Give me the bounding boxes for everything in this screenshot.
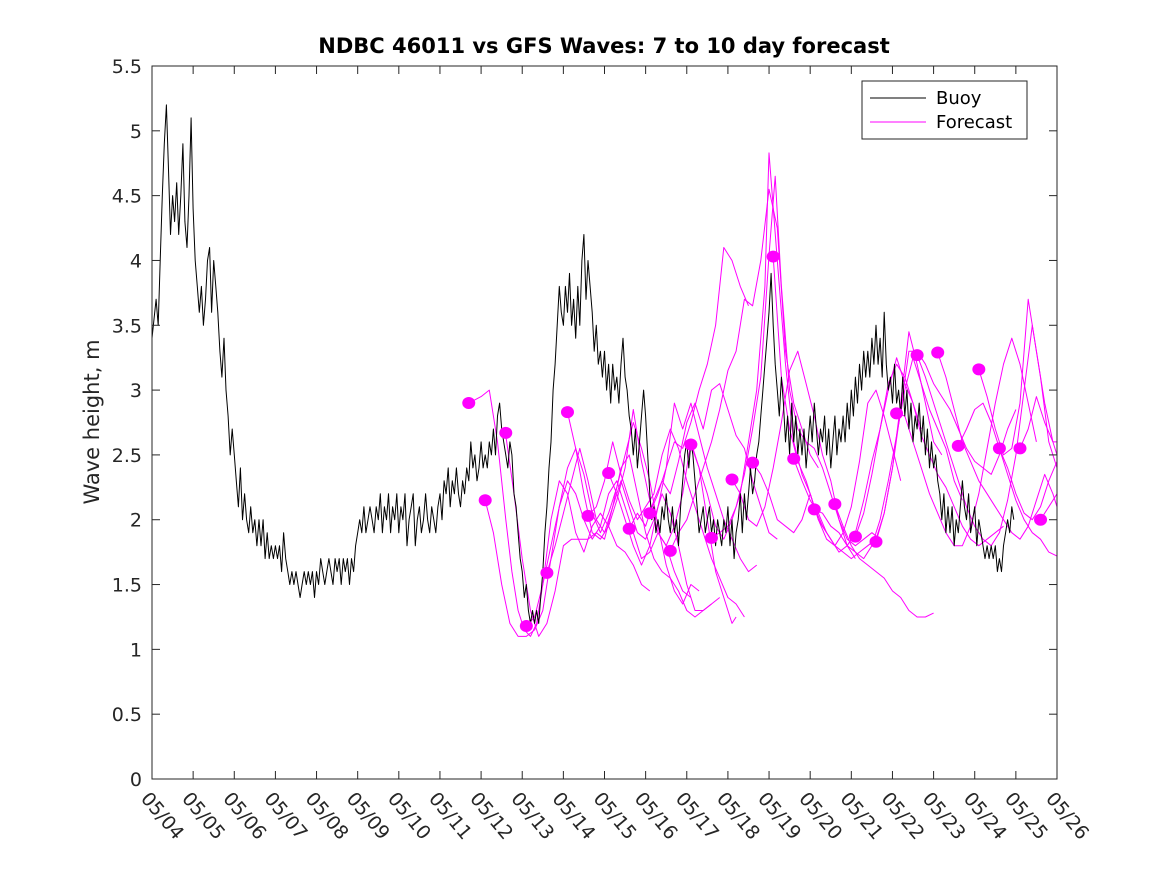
legend-label-buoy: Buoy: [936, 88, 982, 109]
forecast-marker: [951, 439, 965, 452]
y-axis-title: Wave height, m: [80, 339, 104, 504]
forecast-series-line: [937, 352, 1057, 540]
chart-title: NDBC 46011 vs GFS Waves: 7 to 10 day for…: [318, 34, 889, 58]
forecast-marker: [519, 620, 533, 633]
forecast-marker: [622, 522, 636, 535]
y-tick-label: 4: [130, 250, 142, 272]
legend-label-forecast: Forecast: [936, 112, 1012, 133]
forecast-series-line: [957, 402, 1057, 557]
forecast-marker: [602, 467, 616, 480]
forecast-series-line: [752, 389, 902, 547]
forecast-series-line: [998, 448, 1057, 521]
forecast-series-line: [587, 428, 745, 618]
forecast-marker: [787, 452, 801, 465]
forecast-series-line: [690, 152, 828, 540]
forecast-series-line: [834, 504, 934, 618]
forecast-marker: [869, 535, 883, 548]
forecast-marker: [766, 250, 780, 263]
forecast-marker: [499, 426, 513, 439]
forecast-marker: [643, 507, 657, 520]
forecast-marker: [992, 442, 1006, 455]
plot-area: [152, 66, 1057, 779]
y-tick-label: 4.5: [112, 186, 142, 208]
forecast-marker: [972, 363, 986, 376]
legend-box: [861, 80, 1028, 140]
y-tick-label: 0: [130, 769, 142, 791]
forecast-series-line: [525, 422, 700, 627]
forecast-series-line: [875, 350, 1017, 542]
forecast-marker: [663, 544, 677, 557]
forecast-series-line: [896, 337, 1037, 547]
forecast-marker: [1013, 442, 1027, 455]
forecast-marker: [560, 406, 574, 419]
y-tick-label: 3: [130, 380, 142, 402]
forecast-series-line: [468, 389, 651, 637]
forecast-marker: [890, 407, 904, 420]
forecast-marker: [684, 438, 698, 451]
y-tick-label: 5.5: [112, 56, 142, 78]
forecast-marker: [931, 346, 945, 359]
buoy-series-group: [152, 104, 1015, 624]
buoy-series-line: [152, 104, 1015, 624]
forecast-marker: [581, 509, 595, 522]
forecast-series-line: [608, 402, 758, 573]
forecast-marker: [746, 456, 760, 469]
forecast-marker: [725, 473, 739, 486]
forecast-series-line: [978, 298, 1057, 456]
forecast-series-group: [468, 152, 1057, 637]
forecast-marker-group: [462, 250, 1048, 633]
y-tick-label: 2: [130, 510, 142, 532]
y-tick-label: 1: [130, 639, 142, 661]
forecast-series-line: [669, 188, 819, 552]
forecast-marker: [704, 531, 718, 544]
y-tick-label: 5: [130, 121, 142, 143]
forecast-series-line: [814, 357, 963, 560]
forecast-marker: [828, 498, 842, 511]
y-tick-label: 1.5: [112, 575, 142, 597]
forecast-series-line: [546, 447, 721, 611]
y-tick-label: 3.5: [112, 315, 142, 337]
forecast-marker: [1034, 513, 1048, 526]
forecast-series-line: [711, 175, 856, 559]
forecast-series-line: [1019, 396, 1057, 449]
forecast-series-line: [854, 363, 1004, 547]
forecast-series-line: [484, 480, 692, 637]
forecast-marker: [540, 566, 554, 579]
forecast-marker: [462, 397, 476, 410]
forecast-marker: [910, 349, 924, 362]
forecast-series-line: [628, 383, 778, 540]
legend: Buoy Forecast: [861, 80, 1028, 140]
forecast-series-line: [649, 247, 749, 514]
y-tick-label: 0.5: [112, 704, 142, 726]
y-tick-label: 2.5: [112, 445, 142, 467]
forecast-marker: [478, 494, 492, 507]
forecast-marker: [807, 503, 821, 516]
y-axis: 0 0.5 1 1.5 2 2.5 3 3.5 4 4.5 5 5.5: [112, 56, 1057, 791]
forecast-series-line: [731, 350, 881, 547]
forecast-series-line: [505, 435, 712, 637]
forecast-marker: [848, 530, 862, 543]
